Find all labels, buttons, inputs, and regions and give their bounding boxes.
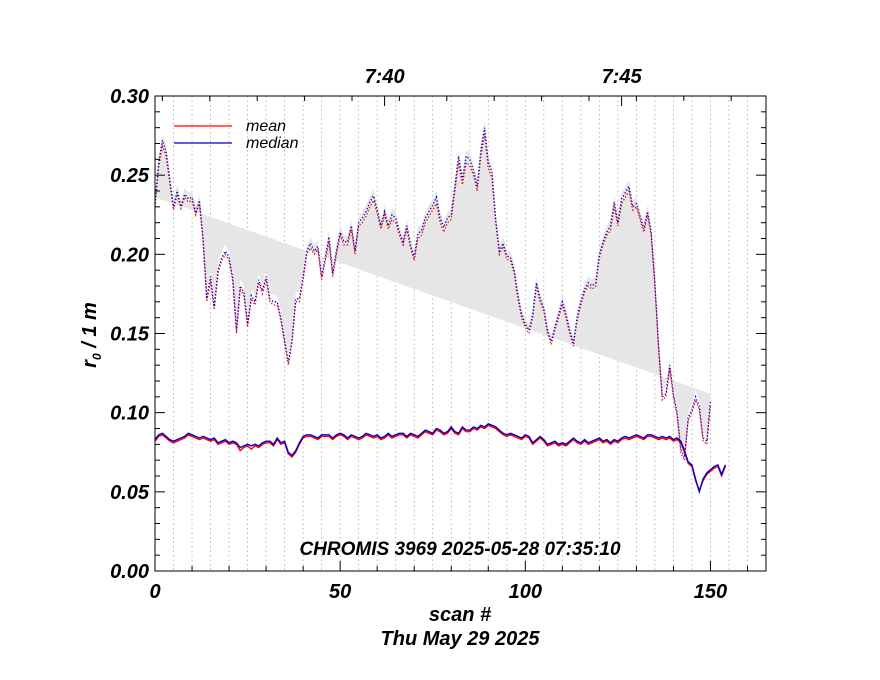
legend-mean-label: mean bbox=[246, 118, 286, 135]
y-tick-label: 0.15 bbox=[110, 324, 150, 346]
series-line-mean-lower bbox=[154, 424, 726, 493]
x-tick-label: 50 bbox=[329, 581, 351, 603]
series-line-median-lower bbox=[154, 422, 726, 495]
y-axis-title: r0 / 1 m bbox=[79, 302, 104, 368]
series-group bbox=[154, 127, 726, 495]
top-time-label: 7:40 bbox=[365, 66, 405, 88]
y-axis-title-rest: / 1 m bbox=[79, 302, 101, 353]
y-tick-label: 0.20 bbox=[110, 244, 149, 266]
y-axis-title-sub: 0 bbox=[90, 353, 104, 360]
y-axis-title-main: r bbox=[79, 359, 101, 368]
y-tick-label: 0.30 bbox=[110, 86, 149, 108]
top-time-label: 7:45 bbox=[602, 66, 643, 88]
spread-band-area bbox=[155, 121, 711, 451]
x-axis-date: Thu May 29 2025 bbox=[381, 628, 541, 650]
axis-tick-labels: 0 50 100 150 0.00 0.05 0.10 0.15 0.20 0.25 0.30 7:4… bbox=[110, 66, 727, 603]
series-line-mean-upper bbox=[154, 133, 712, 463]
series-line-median-upper bbox=[154, 127, 712, 460]
legend-median-label: median bbox=[246, 135, 299, 152]
y-tick-label: 0.25 bbox=[110, 165, 150, 187]
x-tick-label: 0 bbox=[149, 581, 160, 603]
x-tick-label: 150 bbox=[694, 581, 727, 603]
y-tick-label: 0.10 bbox=[110, 403, 149, 425]
y-tick-label: 0.00 bbox=[110, 561, 149, 583]
x-axis-title: scan # bbox=[429, 604, 492, 626]
axis-ticks bbox=[154, 95, 766, 572]
legend: mean median bbox=[174, 118, 299, 152]
y-tick-label: 0.05 bbox=[110, 482, 150, 504]
x-tick-label: 100 bbox=[509, 581, 542, 603]
upper-spread-band bbox=[155, 121, 711, 451]
observation-annotation: CHROMIS 3969 2025-05-28 07:35:10 bbox=[299, 539, 621, 560]
